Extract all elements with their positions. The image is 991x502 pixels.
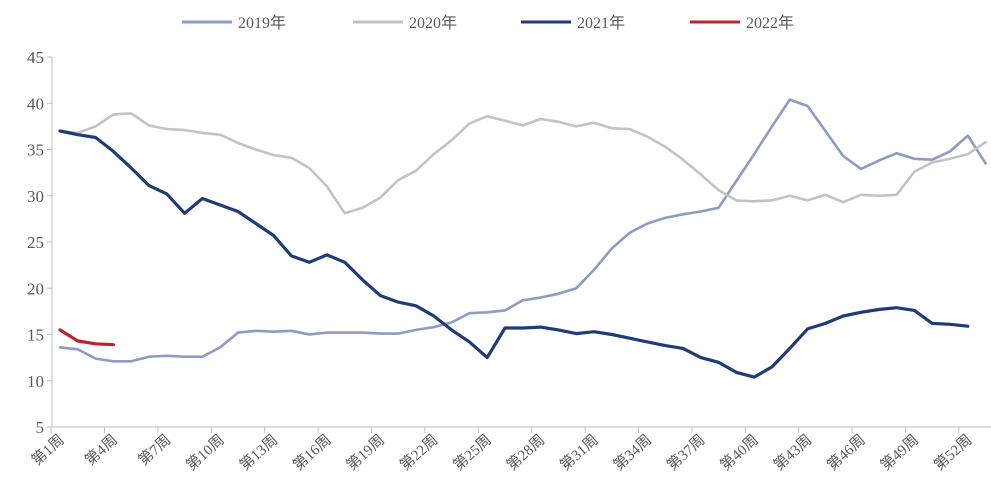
y-tick-label: 20 — [27, 279, 44, 298]
x-tick-label: 第46周 — [823, 431, 868, 474]
legend-item: 2020年 — [353, 14, 457, 32]
series-line-2 — [58, 129, 970, 379]
legend-label: 2022年 — [746, 14, 794, 32]
x-tick-label: 第16周 — [289, 431, 334, 474]
legend-label: 2020年 — [409, 14, 457, 32]
x-tick-label: 第40周 — [716, 431, 761, 474]
x-tick-label: 第31周 — [556, 431, 601, 474]
x-tick-label: 第22周 — [396, 431, 441, 474]
x-tick-label: 第19周 — [343, 431, 388, 474]
x-axis: 第1周 第4周 第7周 第10周 第13周 第16周 第19周 第22周 第25周 第28周 第31… — [28, 426, 991, 474]
legend-item: 2021年 — [521, 14, 625, 32]
series-line-1 — [58, 112, 987, 215]
x-tick-label: 第25周 — [449, 431, 494, 474]
y-tick-label: 15 — [27, 326, 44, 345]
y-tick-label: 40 — [27, 94, 44, 113]
legend-item: 2019年 — [182, 14, 286, 32]
legend-item: 2022年 — [690, 14, 794, 32]
x-tick-label: 第37周 — [663, 431, 708, 474]
y-tick-label: 30 — [27, 187, 44, 206]
x-tick-label: 第43周 — [770, 431, 815, 474]
x-tick-label: 第28周 — [503, 431, 548, 474]
x-tick-label: 第10周 — [182, 431, 227, 474]
legend-label: 2021年 — [577, 14, 625, 32]
series-line-0 — [58, 98, 987, 363]
legend: 2019年 2020年 2021年 2022年 — [182, 14, 794, 32]
legend-label: 2019年 — [238, 14, 286, 32]
y-tick-label: 35 — [27, 141, 44, 160]
plot-lines — [58, 98, 987, 379]
y-tick-label: 10 — [27, 372, 44, 391]
y-tick-label: 45 — [27, 48, 44, 67]
x-tick-label: 第13周 — [236, 431, 281, 474]
x-tick-label: 第7周 — [135, 431, 175, 469]
x-tick-label: 第49周 — [877, 431, 922, 474]
x-tick-label: 第4周 — [81, 431, 121, 469]
y-axis: 5 10 15 20 25 30 35 40 45 — [27, 48, 53, 437]
x-tick-label: 第1周 — [28, 431, 68, 469]
x-tick-label: 第34周 — [610, 431, 655, 474]
series-line-3 — [58, 328, 115, 347]
y-tick-label: 25 — [27, 233, 44, 252]
y-tick-label: 5 — [36, 418, 45, 437]
x-tick-label: 第52周 — [930, 431, 975, 474]
